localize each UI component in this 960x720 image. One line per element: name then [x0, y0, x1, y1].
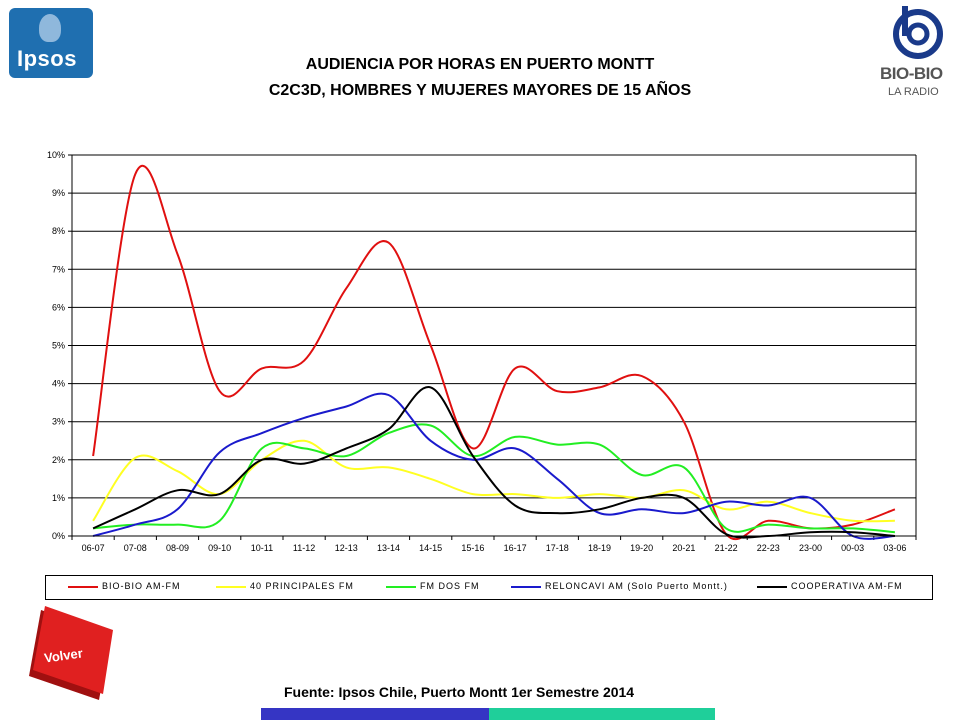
- chart-legend: BIO-BIO AM-FM 40 PRINCIPALES FM FM DOS FM R…: [45, 575, 933, 600]
- ipsos-logo: Ipsos: [9, 8, 93, 78]
- ipsos-logo-text: Ipsos: [17, 46, 77, 71]
- legend-swatch: [68, 585, 98, 588]
- x-tick-label: 19-20: [630, 543, 653, 553]
- legend-label: 40 PRINCIPALES FM: [250, 581, 354, 591]
- y-tick-label: 1%: [52, 493, 65, 503]
- x-tick-label: 10-11: [251, 543, 273, 553]
- x-tick-label: 11-12: [293, 543, 315, 553]
- x-tick-label: 18-19: [588, 543, 611, 553]
- title-line-2: C2C3D, HOMBRES Y MUJERES MAYORES DE 15 A…: [268, 82, 692, 99]
- x-tick-label: 08-09: [166, 543, 189, 553]
- x-tick-label: 03-06: [883, 543, 906, 553]
- x-tick-label: 17-18: [546, 543, 569, 553]
- y-tick-label: 9%: [52, 188, 65, 198]
- legend-item: 40 PRINCIPALES FM: [216, 581, 354, 595]
- footer-bar-green: [489, 708, 715, 720]
- x-tick-label: 00-03: [841, 543, 864, 553]
- x-tick-label: 15-16: [461, 543, 484, 553]
- legend-item: BIO-BIO AM-FM: [68, 581, 181, 595]
- title-line-1: AUDIENCIA POR HORAS EN PUERTO MONTT: [305, 56, 655, 73]
- series-line: [92, 386, 895, 539]
- volver-button[interactable]: Volver: [27, 602, 113, 702]
- legend-swatch: [757, 585, 787, 588]
- biobio-mark-icon: [893, 6, 943, 59]
- series-line: [92, 164, 896, 541]
- legend-swatch: [216, 585, 246, 588]
- legend-label: BIO-BIO AM-FM: [102, 581, 181, 591]
- legend-label: RELONCAVI AM (Solo Puerto Montt.): [545, 581, 728, 591]
- legend-item: FM DOS FM: [386, 581, 480, 595]
- biobio-logo: BIO-BIO LA RADIO: [880, 6, 950, 102]
- line-chart: 0% 1% 2% 3% 4% 5% 6% 7% 8% 9% 10% 06-07 07-08 08-09 09…: [47, 150, 917, 553]
- legend-swatch: [386, 585, 416, 588]
- volver-button-shape-icon: [29, 606, 113, 700]
- y-tick-label: 2%: [52, 455, 65, 465]
- x-tick-label: 09-10: [208, 543, 231, 553]
- x-tick-label: 21-22: [715, 543, 738, 553]
- legend-item: RELONCAVI AM (Solo Puerto Montt.): [511, 581, 728, 595]
- x-tick-label: 12-13: [335, 543, 358, 553]
- legend-label: FM DOS FM: [420, 581, 480, 591]
- x-tick-label: 23-00: [799, 543, 822, 553]
- footer-bar-blue: [261, 708, 489, 720]
- y-tick-label: 7%: [52, 264, 65, 274]
- legend-swatch: [511, 585, 541, 588]
- y-tick-label: 10%: [47, 150, 65, 160]
- x-tick-label: 13-14: [377, 543, 400, 553]
- series-line: [92, 392, 895, 540]
- series-line: [93, 423, 895, 534]
- legend-item: COOPERATIVA AM-FM: [757, 581, 903, 595]
- y-tick-label: 6%: [52, 302, 65, 312]
- x-tick-label: 06-07: [82, 543, 105, 553]
- page-title: AUDIENCIA POR HORAS EN PUERTO MONTT C2C3…: [150, 52, 810, 104]
- x-tick-label: 20-21: [672, 543, 695, 553]
- x-tick-label: 16-17: [504, 543, 527, 553]
- biobio-logo-subtext: LA RADIO: [888, 86, 939, 98]
- y-tick-label: 4%: [52, 379, 65, 389]
- y-tick-label: 3%: [52, 417, 65, 427]
- legend-label: COOPERATIVA AM-FM: [791, 581, 903, 591]
- biobio-logo-text: BIO-BIO: [880, 64, 943, 83]
- ipsos-head-icon: [39, 14, 61, 42]
- y-tick-label: 0%: [52, 531, 65, 541]
- x-tick-label: 22-23: [757, 543, 780, 553]
- source-note: Fuente: Ipsos Chile, Puerto Montt 1er Se…: [284, 684, 635, 700]
- x-tick-label: 07-08: [124, 543, 147, 553]
- x-tick-label: 14-15: [419, 543, 442, 553]
- chart-area: 0% 1% 2% 3% 4% 5% 6% 7% 8% 9% 10% 06-07 07-08 08-09 09…: [22, 141, 938, 600]
- y-tick-label: 5%: [52, 341, 65, 351]
- y-tick-label: 8%: [52, 226, 65, 236]
